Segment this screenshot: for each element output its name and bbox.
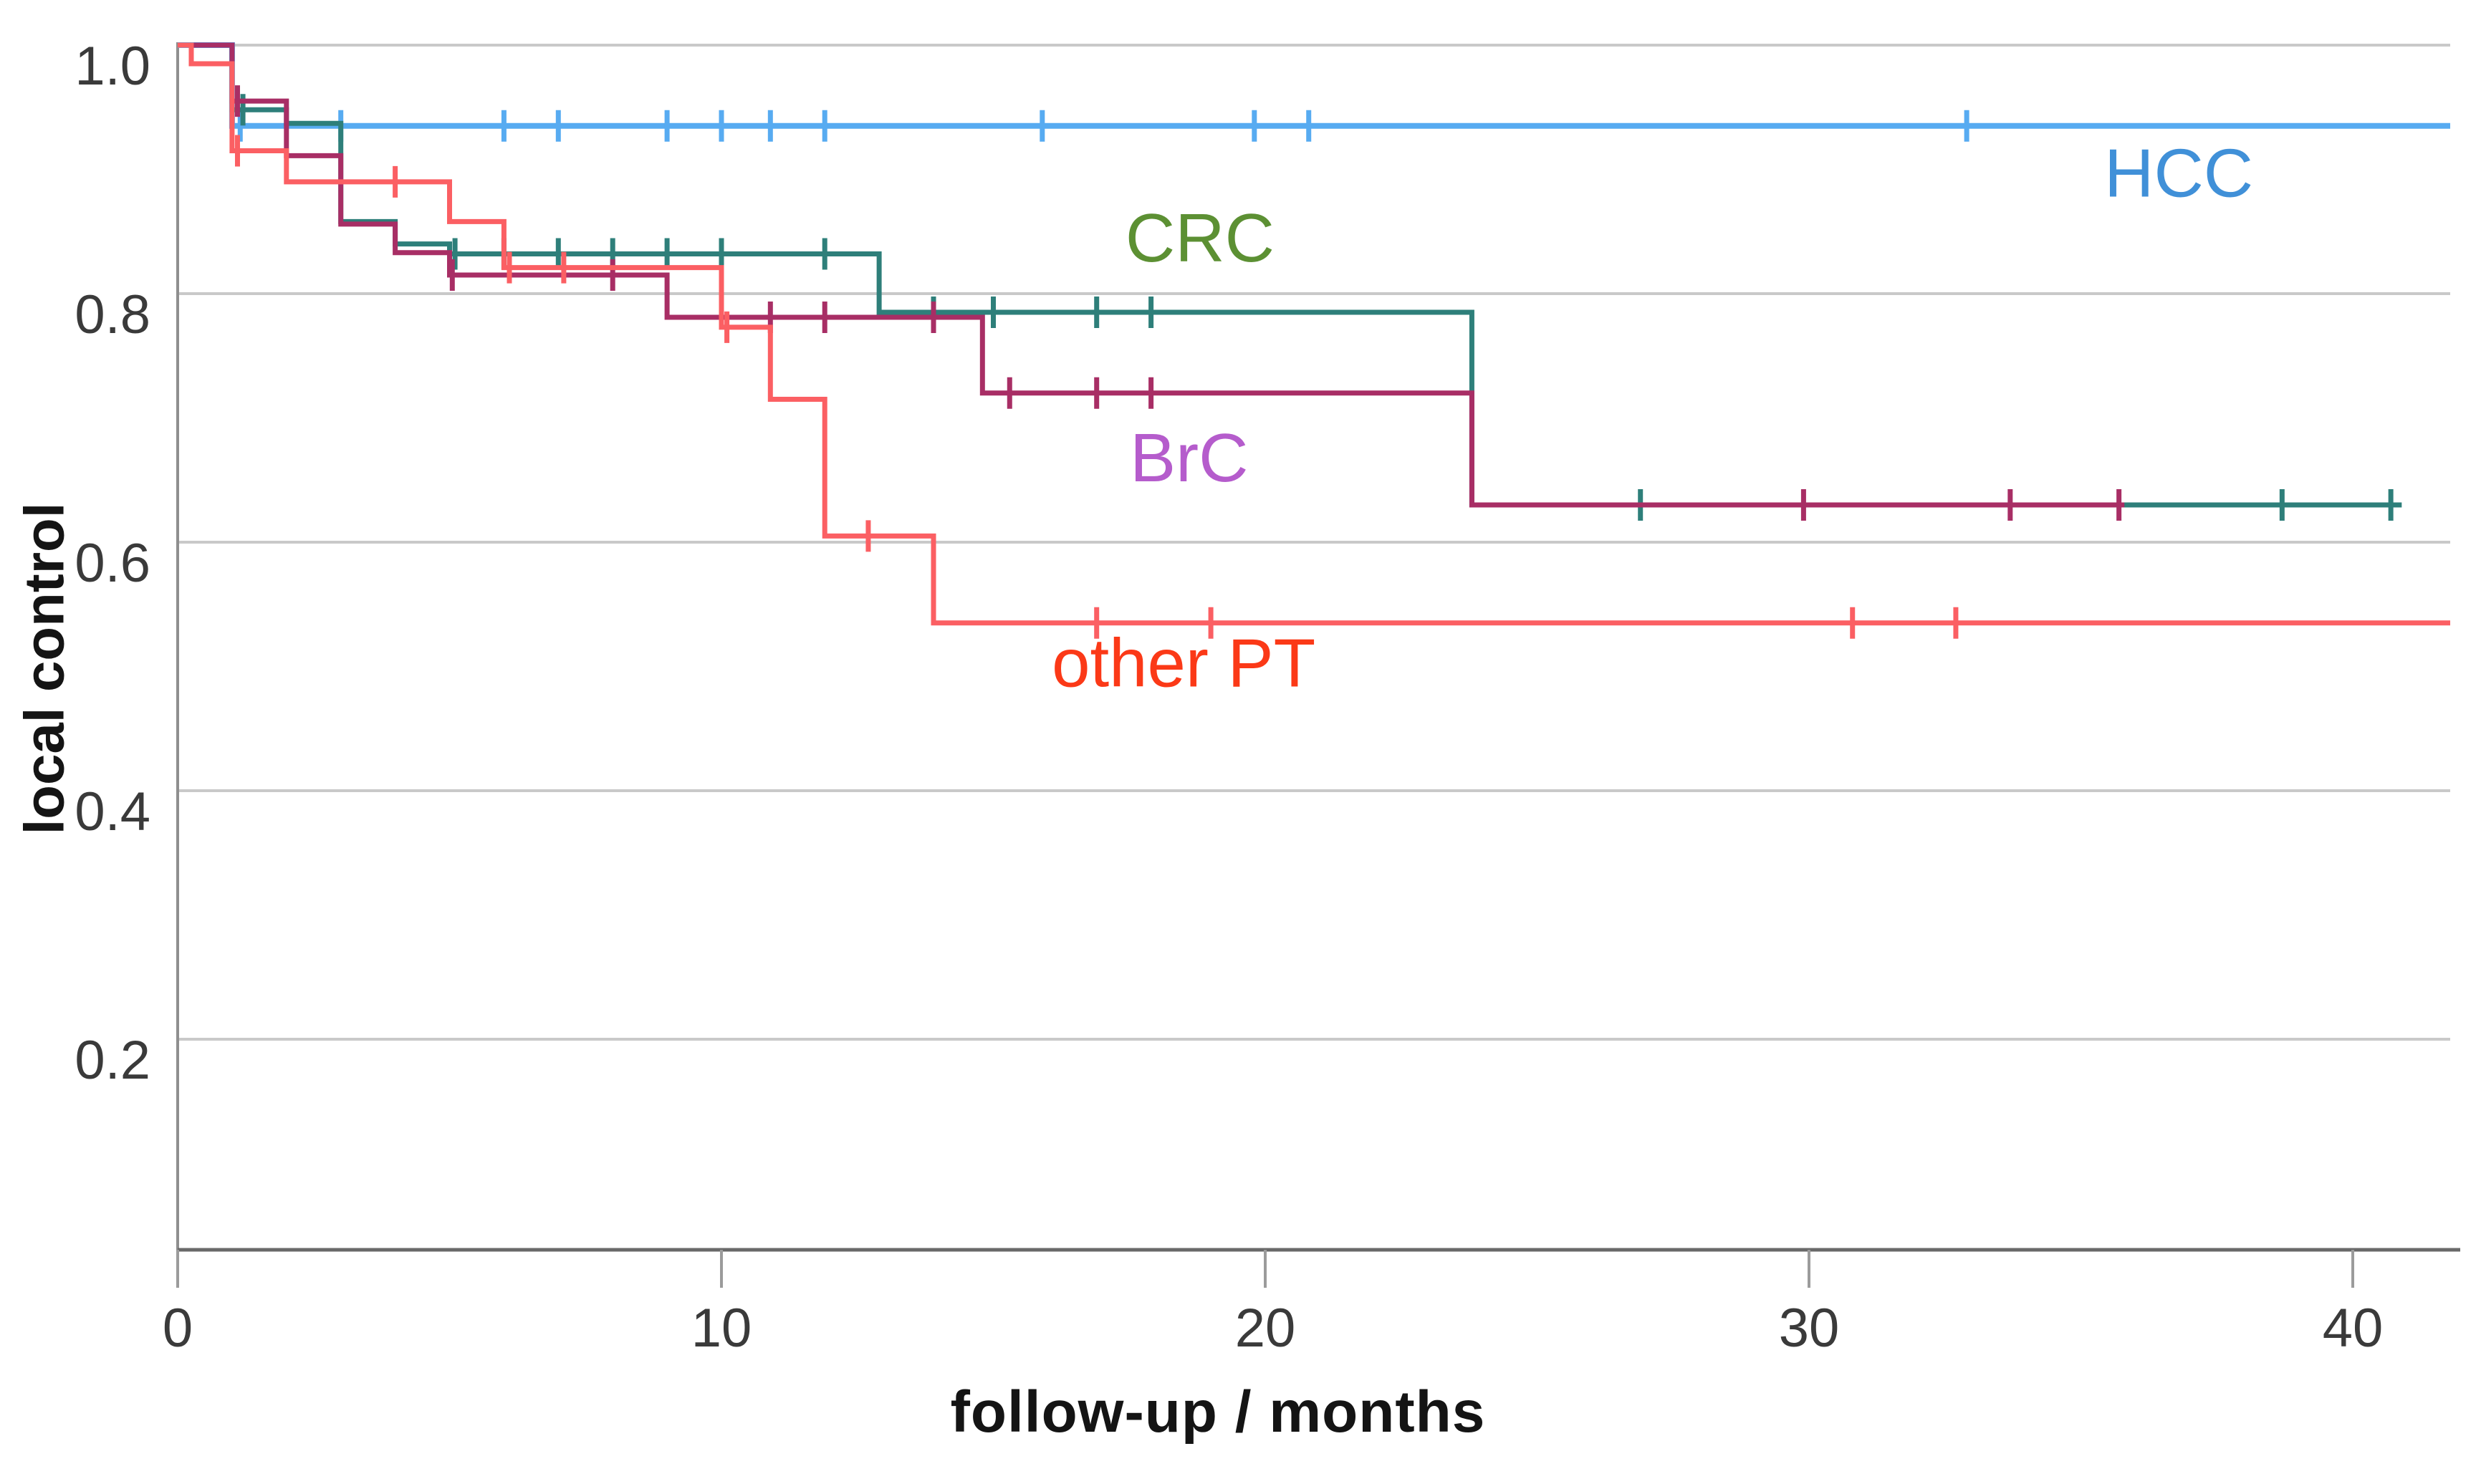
x-tick-label-10: 10 (691, 1298, 752, 1359)
series-label-other-pt: other PT (1052, 625, 1315, 701)
series-line-other-pt (178, 42, 2450, 626)
series-line-hcc (178, 42, 2450, 129)
x-tick-label-40: 40 (2323, 1298, 2384, 1359)
x-axis-title: follow-up / months (950, 1379, 1486, 1445)
series-label-brc: BrC (1130, 420, 1248, 496)
y-tick-label-0.8: 0.8 (75, 284, 150, 345)
y-tick-label-0.4: 0.4 (75, 781, 150, 842)
series-label-hcc: HCC (2104, 135, 2253, 212)
y-tick-label-0.2: 0.2 (75, 1030, 150, 1091)
y-axis-title: local control (12, 502, 76, 835)
y-tick-label-1.0: 1.0 (75, 36, 150, 97)
x-tick-label-0: 0 (163, 1298, 193, 1359)
series-line-brc (178, 42, 2125, 508)
x-tick-label-30: 30 (1779, 1298, 1840, 1359)
series-label-crc: CRC (1126, 200, 1275, 276)
x-tick-label-20: 20 (1235, 1298, 1296, 1359)
y-tick-label-0.6: 0.6 (75, 533, 150, 594)
